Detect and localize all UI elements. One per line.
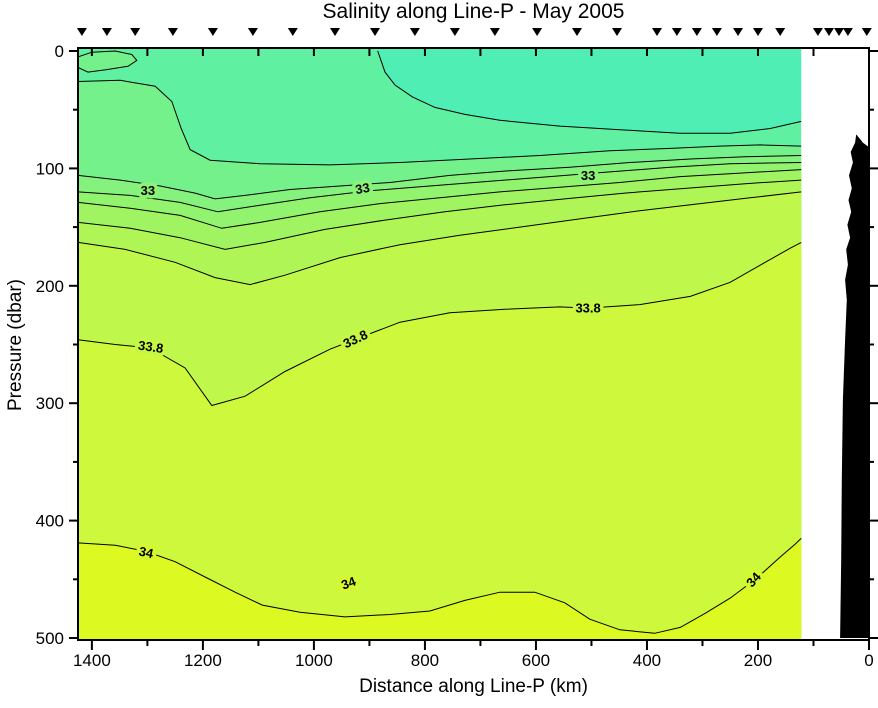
y-tick-label-500: 500 — [36, 629, 64, 648]
station-markers — [76, 28, 872, 36]
station-marker-triangle — [130, 28, 141, 36]
station-marker-triangle — [812, 28, 823, 36]
tick-labels: 1400 1200 1000 800 600 400 200 0 0 100 200 300 400 50… — [36, 42, 874, 670]
contour-line-33.2 — [78, 169, 802, 229]
station-marker-triangle — [449, 28, 460, 36]
station-marker-triangle — [824, 28, 834, 36]
station-marker-triangle — [652, 28, 662, 36]
y-tick-label-200: 200 — [36, 277, 64, 296]
x-tick-label-1000: 1000 — [295, 651, 333, 670]
contour-label-33: 33 — [581, 168, 595, 183]
contour-label-33.8: 33.8 — [575, 301, 600, 316]
station-marker-triangle — [247, 28, 258, 36]
contour-line-33.8 — [78, 241, 802, 407]
contour-line-34 — [78, 537, 802, 634]
contour-label-33.8: 33.8 — [137, 338, 164, 356]
x-tick-label-1400: 1400 — [73, 651, 111, 670]
contour-line-33.6 — [78, 191, 802, 286]
station-marker-triangle — [842, 28, 853, 36]
station-marker-triangle — [287, 28, 298, 36]
station-marker-triangle — [207, 28, 218, 36]
contour-fills — [78, 48, 802, 640]
y-tick-label-0: 0 — [55, 42, 64, 61]
x-axis-label: Distance along Line-P (km) — [359, 676, 588, 697]
station-marker-triangle — [76, 28, 87, 36]
y-tick-label-300: 300 — [36, 394, 64, 413]
station-marker-triangle — [409, 28, 420, 36]
station-marker-triangle — [101, 28, 112, 36]
station-marker-triangle — [753, 28, 763, 36]
y-tick-label-400: 400 — [36, 512, 64, 531]
contour-line-32.6 — [78, 79, 802, 166]
x-tick-label-400: 400 — [633, 651, 661, 670]
contour-line-fresh-boundary — [377, 50, 802, 134]
station-marker-triangle — [671, 28, 682, 36]
station-marker-triangle — [861, 28, 872, 36]
station-marker-triangle — [167, 28, 178, 36]
station-marker-triangle — [370, 28, 380, 36]
contour-line-lens — [78, 50, 138, 73]
x-tick-label-600: 600 — [522, 651, 550, 670]
station-marker-triangle — [733, 28, 743, 36]
contour-label-33: 33 — [141, 183, 155, 198]
station-marker-triangle — [775, 28, 786, 36]
station-marker-triangle — [711, 28, 722, 36]
bathymetry-shape — [840, 134, 869, 638]
station-marker-triangle — [572, 28, 582, 36]
station-marker-triangle — [691, 28, 702, 36]
contour-lines — [78, 50, 802, 634]
station-marker-triangle — [834, 28, 844, 36]
contour-line-33.4 — [78, 179, 802, 250]
surface-fresh-band — [377, 48, 802, 134]
x-tick-label-200: 200 — [744, 651, 772, 670]
contour-label-33: 33 — [354, 180, 371, 197]
contour-line-32.8 — [78, 155, 802, 200]
x-tick-label-0: 0 — [864, 651, 873, 670]
band-below-33.8 — [78, 242, 802, 640]
y-tick-label-100: 100 — [36, 159, 64, 178]
contour-line-33 — [78, 162, 802, 213]
band-below-34 — [78, 538, 802, 640]
station-marker-triangle — [330, 28, 340, 36]
station-marker-triangle — [612, 28, 622, 36]
station-marker-triangle — [489, 28, 500, 36]
chart-title: Salinity along Line-P - May 2005 — [322, 0, 625, 23]
x-tick-label-1200: 1200 — [184, 651, 222, 670]
station-marker-triangle — [532, 28, 543, 36]
x-tick-label-800: 800 — [411, 651, 439, 670]
axis-ticks — [69, 48, 878, 650]
y-axis-label: Pressure (dbar) — [5, 279, 26, 411]
